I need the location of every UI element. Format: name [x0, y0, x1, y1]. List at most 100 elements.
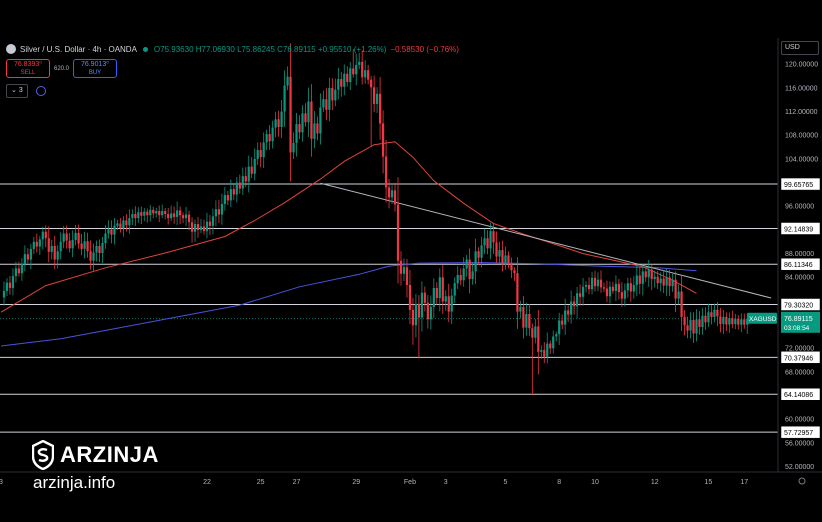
candle[interactable]	[161, 204, 164, 219]
candle[interactable]	[143, 208, 146, 222]
candle[interactable]	[23, 245, 26, 272]
candle[interactable]	[74, 224, 77, 246]
last-price-tag[interactable]: 76.89115 03:08:54	[781, 311, 820, 333]
candle[interactable]	[629, 277, 632, 302]
candle[interactable]	[522, 296, 525, 339]
candle[interactable]	[29, 243, 32, 270]
candle[interactable]	[104, 225, 107, 249]
candle[interactable]	[641, 264, 644, 296]
candle[interactable]	[146, 208, 149, 223]
candle[interactable]	[638, 267, 641, 295]
candle[interactable]	[152, 206, 155, 219]
candle[interactable]	[286, 66, 289, 91]
candle[interactable]	[570, 290, 573, 324]
candle[interactable]	[158, 205, 161, 223]
candle[interactable]	[250, 157, 253, 179]
candle[interactable]	[734, 314, 737, 330]
candle[interactable]	[349, 61, 352, 90]
candle[interactable]	[310, 84, 313, 157]
candle[interactable]	[447, 283, 450, 323]
candle[interactable]	[277, 110, 280, 137]
symbol-title[interactable]: Silver / U.S. Dollar · 4h · OANDA	[20, 44, 137, 54]
candle[interactable]	[202, 219, 206, 235]
candle[interactable]	[187, 210, 191, 230]
candle[interactable]	[665, 268, 668, 296]
candle[interactable]	[722, 310, 725, 335]
candle[interactable]	[235, 177, 238, 203]
candle[interactable]	[426, 294, 429, 329]
candle[interactable]	[301, 105, 304, 142]
candle[interactable]	[590, 271, 594, 295]
sell-button[interactable]: 76.8393⁰ SELL	[6, 59, 50, 78]
candle[interactable]	[713, 303, 716, 323]
candle[interactable]	[176, 201, 179, 225]
candle[interactable]	[540, 345, 543, 360]
candle[interactable]	[617, 278, 620, 300]
candle[interactable]	[743, 313, 746, 329]
candle[interactable]	[513, 267, 516, 281]
candle[interactable]	[328, 77, 331, 122]
candle[interactable]	[653, 270, 656, 288]
candle[interactable]	[331, 78, 334, 111]
candle[interactable]	[337, 67, 340, 100]
level-price-tag[interactable]: 92.14839	[780, 222, 821, 235]
candle[interactable]	[134, 206, 137, 227]
axis-settings-icon[interactable]	[798, 477, 806, 485]
candle[interactable]	[343, 64, 346, 96]
candle[interactable]	[528, 303, 531, 336]
indicator-settings-icon[interactable]	[35, 86, 46, 96]
candle[interactable]	[298, 115, 301, 139]
candle[interactable]	[89, 240, 92, 270]
candle[interactable]	[56, 245, 59, 269]
candle[interactable]	[387, 178, 391, 209]
candle[interactable]	[35, 233, 38, 253]
level-price-tag[interactable]: 86.11346	[780, 257, 821, 271]
candle[interactable]	[486, 230, 489, 255]
candle[interactable]	[190, 217, 194, 243]
candle[interactable]	[677, 284, 680, 305]
candle[interactable]	[265, 129, 268, 151]
candle[interactable]	[370, 75, 373, 147]
candle[interactable]	[662, 270, 665, 294]
candle[interactable]	[47, 226, 50, 263]
candle[interactable]	[686, 316, 689, 339]
candle[interactable]	[623, 283, 626, 307]
candle[interactable]	[95, 240, 98, 262]
candle[interactable]	[295, 112, 298, 157]
candle[interactable]	[561, 314, 564, 330]
candle[interactable]	[274, 111, 277, 138]
candle[interactable]	[495, 231, 498, 263]
candle[interactable]	[450, 288, 453, 325]
candle[interactable]	[567, 305, 570, 323]
candle[interactable]	[719, 307, 722, 333]
candle[interactable]	[564, 298, 567, 335]
candle[interactable]	[208, 214, 212, 235]
trend-line[interactable]	[320, 182, 772, 299]
candle[interactable]	[92, 243, 95, 271]
candle[interactable]	[435, 282, 438, 306]
candle[interactable]	[393, 182, 397, 212]
candle[interactable]	[602, 282, 606, 293]
candle[interactable]	[611, 281, 615, 294]
candle[interactable]	[271, 120, 274, 149]
candle[interactable]	[471, 262, 474, 285]
candle[interactable]	[441, 265, 444, 314]
candle[interactable]	[408, 269, 412, 325]
candle[interactable]	[364, 60, 367, 84]
candle[interactable]	[41, 226, 44, 250]
price-axis[interactable]: 52.0000056.0000060.0000064.0000068.00000…	[777, 38, 821, 472]
candle[interactable]	[489, 222, 492, 260]
candle[interactable]	[361, 50, 364, 85]
candle[interactable]	[68, 232, 71, 253]
candle[interactable]	[232, 184, 235, 201]
candle[interactable]	[671, 272, 674, 292]
candle[interactable]	[656, 270, 659, 290]
candle[interactable]	[399, 251, 403, 286]
candle[interactable]	[322, 90, 325, 113]
candle[interactable]	[32, 236, 35, 255]
level-price-tag[interactable]: 70.37946	[780, 351, 821, 364]
candle[interactable]	[214, 200, 218, 227]
candle[interactable]	[38, 235, 41, 256]
candle[interactable]	[504, 246, 507, 270]
candle[interactable]	[367, 64, 370, 85]
